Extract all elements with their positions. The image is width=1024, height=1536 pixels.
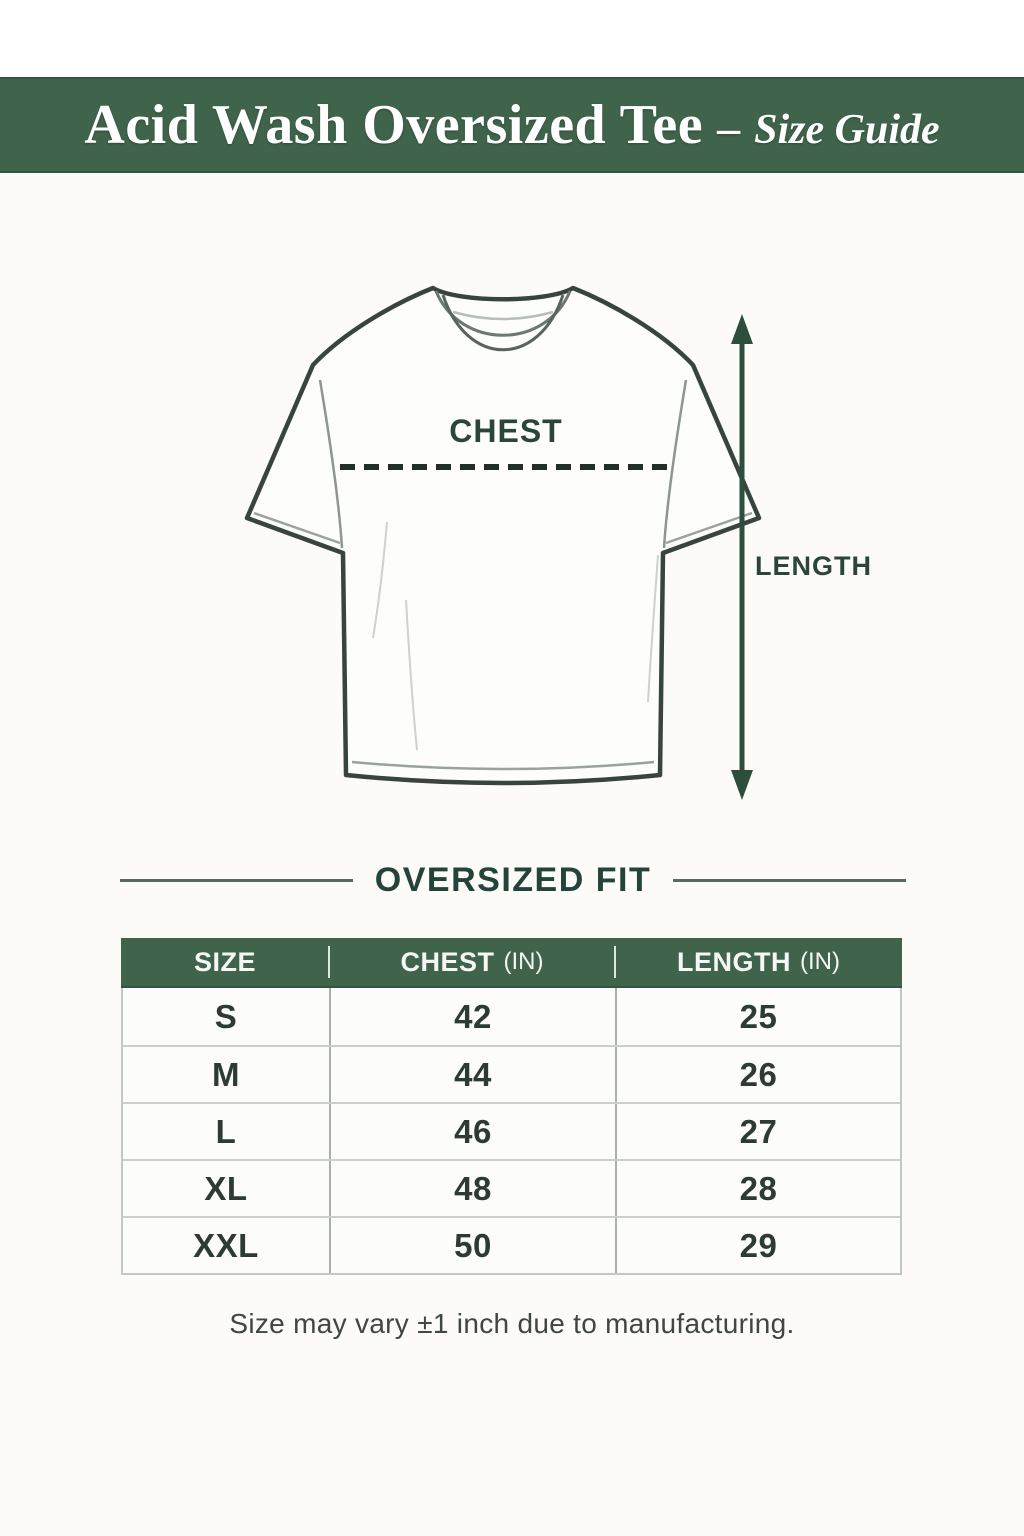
column-label: LENGTH <box>677 946 791 977</box>
bottom-hem-line <box>351 760 655 771</box>
title-banner: Acid Wash Oversized Tee – Size Guide <box>0 77 1024 173</box>
fold-crease <box>372 521 388 639</box>
chest-cell: 46 <box>329 1104 615 1159</box>
size-table: SIZE CHEST (IN) LENGTH (IN) S 42 25 M 44… <box>121 938 902 1275</box>
fit-heading-text: OVERSIZED FIT <box>374 860 652 899</box>
tshirt-svg: CHEST LENGTH <box>244 285 871 800</box>
size-cell: S <box>214 997 238 1035</box>
table-row: S 42 25 <box>123 988 900 1045</box>
table-row: L 46 27 <box>123 1102 900 1159</box>
left-sleeve-hem-line <box>253 511 341 545</box>
right-sleeve-hem-line <box>665 511 753 545</box>
chest-cell: 44 <box>329 1047 615 1102</box>
column-header-length: LENGTH (IN) <box>614 938 902 986</box>
footnote: Size may vary ±1 inch due to manufacturi… <box>229 1308 795 1339</box>
product-name: Acid Wash Oversized Tee <box>84 94 704 156</box>
guide-label: Size Guide <box>754 107 940 153</box>
column-label: SIZE <box>193 946 256 977</box>
size-cell: XXL <box>193 1226 259 1264</box>
column-header-size: SIZE <box>121 938 329 986</box>
size-cell: M <box>212 1055 240 1093</box>
size-table-header: SIZE CHEST (IN) LENGTH (IN) <box>121 938 902 988</box>
chest-measure-label: CHEST <box>449 413 562 449</box>
collar-band-line <box>441 294 565 352</box>
length-cell: 28 <box>615 1161 900 1216</box>
length-cell: 25 <box>615 988 900 1045</box>
column-unit: (IN) <box>503 948 544 975</box>
tshirt-outline <box>244 285 762 786</box>
column-label: CHEST <box>400 946 495 977</box>
size-table-body: S 42 25 M 44 26 L 46 27 XL 48 28 XXL 50 <box>121 988 902 1275</box>
length-measure-label: LENGTH <box>755 551 870 581</box>
top-margin <box>0 0 1024 77</box>
right-sleeve-seam <box>662 379 688 549</box>
column-unit: (IN) <box>800 948 840 975</box>
table-row: XXL 50 29 <box>123 1216 900 1273</box>
table-row: M 44 26 <box>123 1045 900 1102</box>
left-rule <box>120 878 353 882</box>
size-cell: XL <box>204 1169 248 1207</box>
right-rule <box>673 878 907 882</box>
length-cell: 26 <box>615 1047 900 1102</box>
collar-back-line <box>452 310 554 321</box>
page-title: Acid Wash Oversized Tee – Size Guide <box>84 93 939 157</box>
fold-crease <box>405 599 418 751</box>
title-dash: – <box>717 102 741 153</box>
fit-heading: OVERSIZED FIT <box>120 858 907 902</box>
length-arrow <box>731 314 753 800</box>
size-cell: L <box>215 1112 237 1150</box>
length-cell: 27 <box>615 1104 900 1159</box>
left-sleeve-seam <box>318 379 344 549</box>
table-row: XL 48 28 <box>123 1159 900 1216</box>
column-header-chest: CHEST (IN) <box>328 938 615 986</box>
chest-cell: 50 <box>329 1218 615 1273</box>
fold-crease <box>647 554 659 703</box>
length-cell: 29 <box>615 1218 900 1273</box>
chest-cell: 42 <box>329 988 615 1045</box>
chest-cell: 48 <box>329 1161 615 1216</box>
tshirt-diagram: CHEST LENGTH <box>210 270 871 810</box>
